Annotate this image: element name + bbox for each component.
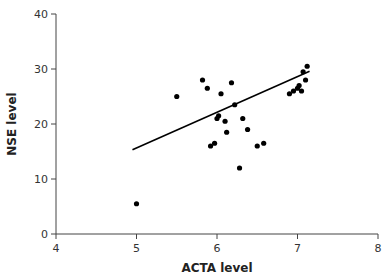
x-tick [378,234,379,239]
point [134,201,139,206]
x-tick-label: 8 [375,242,382,255]
plot-area [132,64,309,207]
point [240,116,245,121]
x-tick [297,234,298,239]
point [261,141,266,146]
point [205,86,210,91]
point [174,94,179,99]
x-axis-label: ACTA level [181,261,252,275]
y-tick [51,234,56,235]
regression-line [132,71,309,150]
y-tick-label: 0 [41,228,48,241]
point [299,88,304,93]
point [237,165,242,170]
point [218,91,223,96]
point [303,77,308,82]
y-tick [51,124,56,125]
y-tick [51,14,56,15]
point [245,127,250,132]
x-tick-label: 6 [214,242,221,255]
point [222,119,227,124]
point [301,69,306,74]
point [216,113,221,118]
y-tick-label: 30 [34,63,48,76]
chart: 4 5 6 7 8 0 10 20 30 40 ACTA level NSE level [0,0,392,280]
point [212,141,217,146]
axes: 4 5 6 7 8 0 10 20 30 40 [34,8,382,255]
x-tick [136,234,137,239]
x-tick [217,234,218,239]
x-tick-label: 4 [53,242,60,255]
y-tick [51,179,56,180]
x-tick-label: 5 [133,242,140,255]
x-tick-label: 7 [294,242,301,255]
y-tick-label: 40 [34,8,48,21]
point [297,83,302,88]
point [232,102,237,107]
point [224,130,229,135]
y-tick-label: 20 [34,118,48,131]
y-tick [51,69,56,70]
point [305,64,310,69]
y-tick-label: 10 [34,173,48,186]
point [229,80,234,85]
x-tick [56,234,57,239]
point [255,143,260,148]
y-axis-label: NSE level [5,92,19,155]
point [200,77,205,82]
